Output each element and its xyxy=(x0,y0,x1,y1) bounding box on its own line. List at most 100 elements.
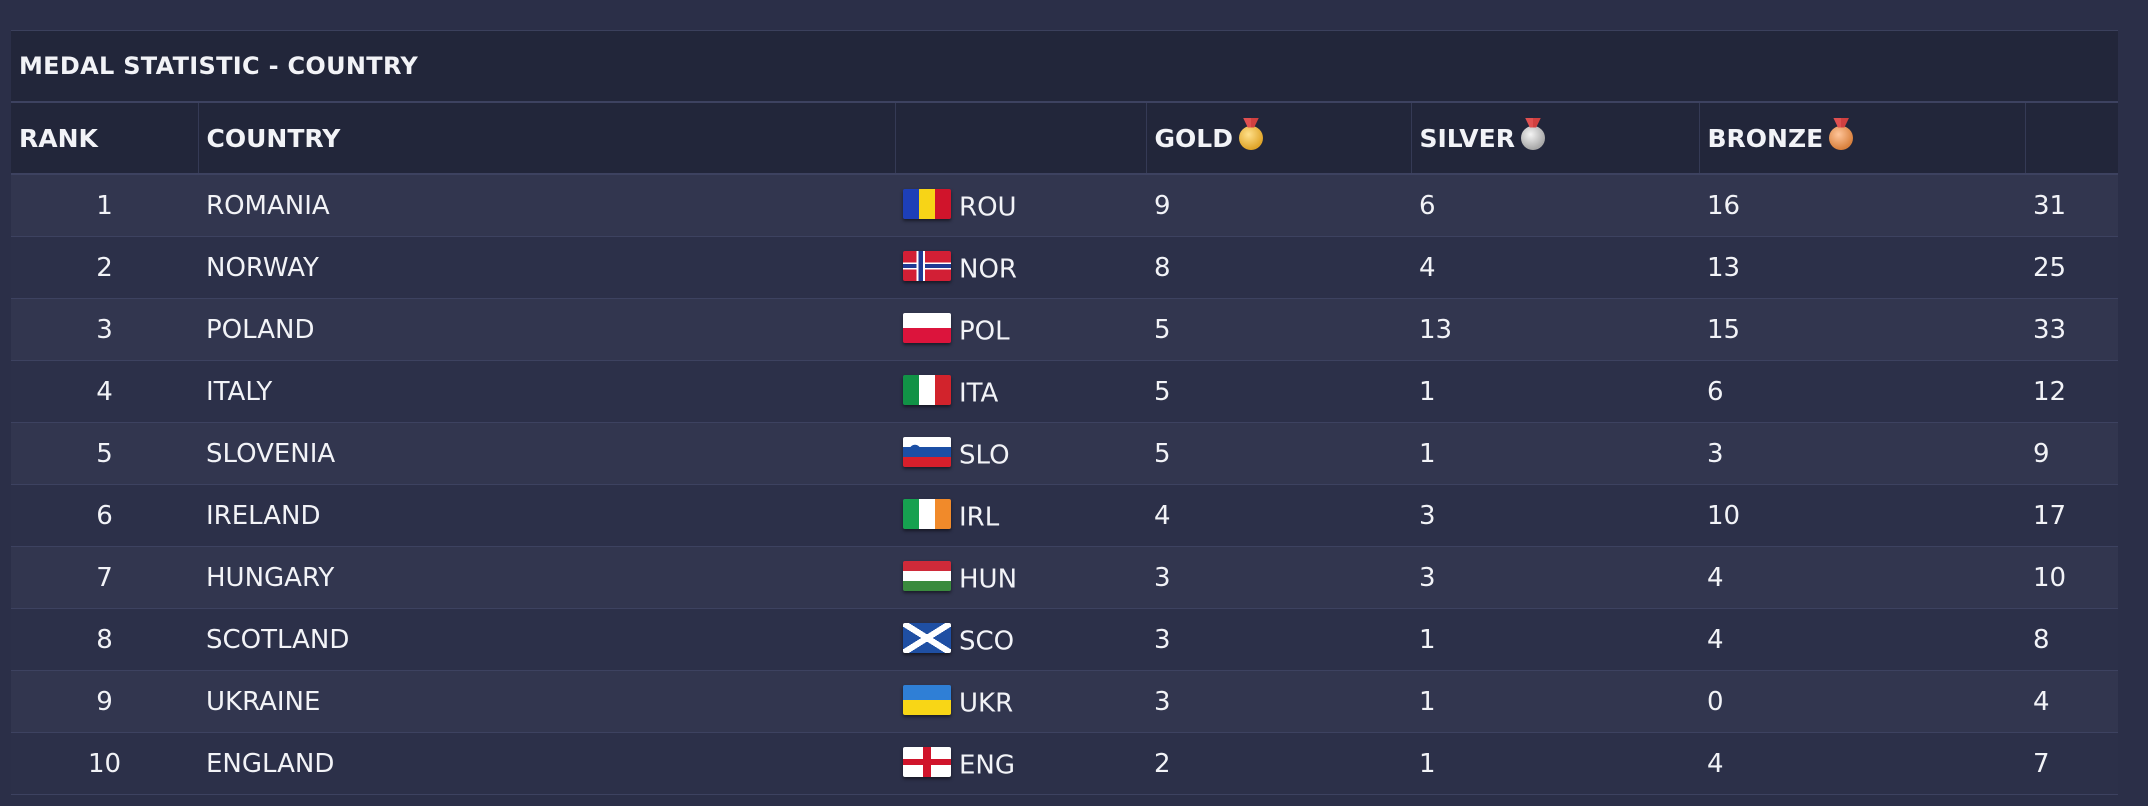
country-name[interactable]: SCOTLAND xyxy=(206,624,350,655)
rank-cell: 8 xyxy=(11,608,198,671)
total-header xyxy=(2025,103,2118,175)
bronze-count-cell: 4 xyxy=(1699,546,2025,609)
gold-count-cell: 3 xyxy=(1146,608,1411,671)
country-code: NOR xyxy=(959,254,1017,285)
silver-count-cell: 13 xyxy=(1411,298,1699,361)
gold-count-cell: 5 xyxy=(1146,298,1411,361)
bronze-count-cell: 15 xyxy=(1699,298,2025,361)
silver-count-cell: 4 xyxy=(1411,236,1699,299)
rank-cell: 2 xyxy=(11,236,198,299)
country-code: POL xyxy=(959,316,1010,347)
gold-count-cell: 9 xyxy=(1146,174,1411,237)
country-name-cell: SLOVENIA xyxy=(198,422,895,485)
bronze-count-cell: 0 xyxy=(1699,670,2025,733)
bronze-count-cell: 4 xyxy=(1699,732,2025,795)
table-row[interactable]: 8 SCOTLAND SCO 3 1 4 8 xyxy=(11,608,2118,671)
rank-cell: 4 xyxy=(11,360,198,423)
norway-flag-icon xyxy=(903,250,951,281)
country-name[interactable]: ITALY xyxy=(206,376,273,407)
country-name-cell: ROMANIA xyxy=(198,174,895,237)
country-name[interactable]: UKRAINE xyxy=(206,686,321,717)
table-row[interactable]: 7 HUNGARY HUN 3 3 4 10 xyxy=(11,546,2118,609)
table-row[interactable]: 9 UKRAINE UKR 3 1 0 4 xyxy=(11,670,2118,733)
country-name-cell: IRELAND xyxy=(198,484,895,547)
table-row[interactable]: 10 ENGLAND ENG 2 1 4 7 xyxy=(11,732,2118,795)
flag-cell: HUN xyxy=(895,546,1146,609)
rank-cell: 10 xyxy=(11,732,198,795)
flag-header xyxy=(895,103,1147,175)
country-code: ENG xyxy=(959,750,1016,781)
silver-count-cell: 3 xyxy=(1411,546,1699,609)
romania-flag-icon xyxy=(903,188,951,219)
panel-title: MEDAL STATISTIC - COUNTRY xyxy=(11,31,2118,103)
gold-count-cell: 5 xyxy=(1146,422,1411,485)
bronze-count-cell: 4 xyxy=(1699,608,2025,671)
gold-count-cell: 5 xyxy=(1146,360,1411,423)
ukraine-flag-icon xyxy=(903,684,951,715)
flag-cell: ENG xyxy=(895,732,1146,795)
flag-cell: ITA xyxy=(895,360,1146,423)
flag-cell: IRL xyxy=(895,484,1146,547)
table-row[interactable]: 1 ROMANIA ROU 9 6 16 31 xyxy=(11,174,2118,237)
rank-header[interactable]: RANK xyxy=(11,103,199,175)
bronze-header-label: BRONZE xyxy=(1707,123,1824,153)
country-name[interactable]: IRELAND xyxy=(206,500,321,531)
table-row[interactable]: 4 ITALY ITA 5 1 6 12 xyxy=(11,360,2118,423)
slovenia-flag-icon xyxy=(903,436,951,467)
country-code: HUN xyxy=(959,564,1018,595)
gold-count-cell: 3 xyxy=(1146,546,1411,609)
total-count-cell: 33 xyxy=(2025,298,2118,361)
silver-count-cell: 1 xyxy=(1411,608,1699,671)
country-name-cell: UKRAINE xyxy=(198,670,895,733)
flag-cell: SCO xyxy=(895,608,1146,671)
country-name-cell: ENGLAND xyxy=(198,732,895,795)
flag-cell: NOR xyxy=(895,236,1146,299)
silver-count-cell: 3 xyxy=(1411,484,1699,547)
total-count-cell: 12 xyxy=(2025,360,2118,423)
country-header[interactable]: COUNTRY xyxy=(198,103,896,175)
rank-cell: 7 xyxy=(11,546,198,609)
country-name-cell: POLAND xyxy=(198,298,895,361)
total-count-cell: 17 xyxy=(2025,484,2118,547)
medal-table: RANK COUNTRY GOLD SILVER BRONZE 1 ROMANIA… xyxy=(11,103,2118,795)
gold-header[interactable]: GOLD xyxy=(1146,103,1412,175)
table-row[interactable]: 6 IRELAND IRL 4 3 10 17 xyxy=(11,484,2118,547)
total-count-cell: 8 xyxy=(2025,608,2118,671)
total-count-cell: 25 xyxy=(2025,236,2118,299)
total-count-cell: 7 xyxy=(2025,732,2118,795)
rank-cell: 1 xyxy=(11,174,198,237)
table-row[interactable]: 3 POLAND POL 5 13 15 33 xyxy=(11,298,2118,361)
gold-count-cell: 3 xyxy=(1146,670,1411,733)
country-name-cell: ITALY xyxy=(198,360,895,423)
table-row[interactable]: 2 NORWAY NOR 8 4 13 25 xyxy=(11,236,2118,299)
bronze-count-cell: 6 xyxy=(1699,360,2025,423)
country-name[interactable]: ROMANIA xyxy=(206,190,330,221)
silver-header[interactable]: SILVER xyxy=(1411,103,1700,175)
table-row[interactable]: 5 SLOVENIA SLO 5 1 3 9 xyxy=(11,422,2118,485)
country-name[interactable]: NORWAY xyxy=(206,252,319,283)
silver-count-cell: 1 xyxy=(1411,670,1699,733)
total-count-cell: 10 xyxy=(2025,546,2118,609)
country-code: ITA xyxy=(959,378,999,409)
total-count-cell: 4 xyxy=(2025,670,2118,733)
england-flag-icon xyxy=(903,746,951,777)
table-header-row: RANK COUNTRY GOLD SILVER BRONZE xyxy=(11,103,2118,175)
poland-flag-icon xyxy=(903,312,951,343)
gold-medal-icon xyxy=(1238,125,1263,150)
silver-count-cell: 1 xyxy=(1411,422,1699,485)
gold-header-label: GOLD xyxy=(1154,123,1233,153)
country-name[interactable]: ENGLAND xyxy=(206,748,335,779)
medal-statistic-panel: MEDAL STATISTIC - COUNTRY RANK COUNTRY G… xyxy=(11,30,2118,795)
bronze-medal-icon xyxy=(1829,125,1854,150)
bronze-header[interactable]: BRONZE xyxy=(1699,103,2026,175)
country-name[interactable]: POLAND xyxy=(206,314,315,345)
italy-flag-icon xyxy=(903,374,951,405)
country-name[interactable]: SLOVENIA xyxy=(206,438,336,469)
bronze-count-cell: 10 xyxy=(1699,484,2025,547)
flag-cell: POL xyxy=(895,298,1146,361)
country-name[interactable]: HUNGARY xyxy=(206,562,335,593)
country-code: SCO xyxy=(959,626,1015,657)
gold-count-cell: 8 xyxy=(1146,236,1411,299)
scotland-flag-icon xyxy=(903,622,951,653)
total-count-cell: 31 xyxy=(2025,174,2118,237)
